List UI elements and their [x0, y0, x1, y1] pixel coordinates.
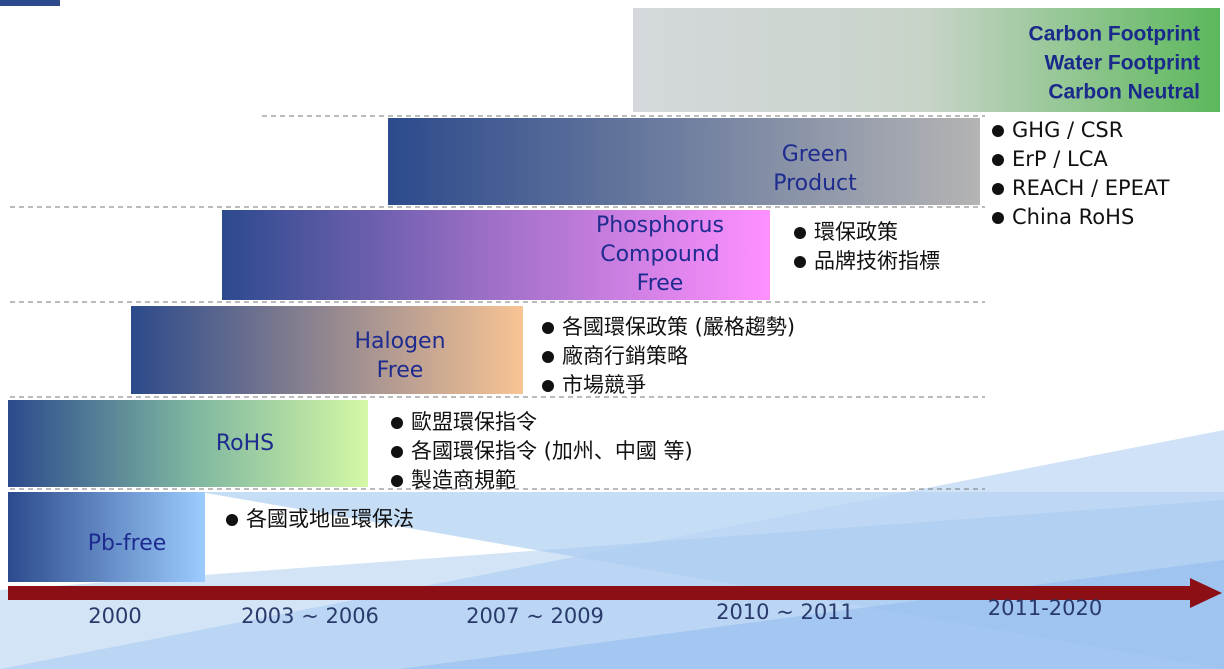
bullet-dot — [391, 417, 403, 429]
bullet-text: 製造商規範 — [411, 468, 516, 492]
bullet-text: 各國環保政策 (嚴格趨勢) — [562, 315, 795, 339]
bullet-text: 廠商行銷策略 — [562, 344, 688, 368]
top-line: Carbon Footprint — [1029, 23, 1200, 46]
stage-box — [8, 492, 205, 582]
bullet-text: 品牌技術指標 — [814, 249, 940, 273]
bullet-dot — [542, 322, 554, 334]
stage-box — [222, 210, 770, 300]
stage-box — [8, 400, 368, 487]
bullet-dot — [391, 475, 403, 487]
bullet-dot — [794, 227, 806, 239]
stage-label: Product — [773, 171, 857, 196]
bullet-dot — [794, 256, 806, 268]
stage-label: Phosphorus — [596, 213, 724, 238]
bullet-dot — [992, 183, 1004, 195]
bullet-text: GHG / CSR — [1012, 118, 1123, 142]
timeline-label: 2010 ~ 2011 — [716, 600, 854, 624]
stage-label: Free — [377, 358, 424, 383]
top-line: Carbon Neutral — [1048, 81, 1200, 104]
bullet-text: 環保政策 — [814, 220, 898, 244]
stage-label: Green — [782, 142, 849, 167]
stage-box — [388, 118, 980, 205]
bullet-dot — [992, 125, 1004, 137]
stage-label: RoHS — [216, 431, 274, 456]
bullet-text: 歐盟環保指令 — [411, 410, 537, 434]
timeline-label: 2000 — [88, 604, 141, 628]
bullet-text: 各國或地區環保法 — [246, 507, 414, 531]
timeline-label: 2003 ~ 2006 — [241, 604, 379, 628]
top-line: Water Footprint — [1044, 52, 1200, 75]
bullet-dot — [391, 446, 403, 458]
stage-label: Halogen — [354, 329, 445, 354]
bullet-text: 市場競爭 — [562, 373, 646, 397]
bullet-dot — [992, 154, 1004, 166]
bullet-dot — [542, 351, 554, 363]
stage-label: Compound — [600, 242, 720, 267]
stages: Carbon Footprint Water Footprint Carbon Ne… — [8, 8, 1220, 582]
stage-label: Free — [637, 271, 684, 296]
stage-label: Pb-free — [88, 531, 167, 556]
bullet-dot — [226, 514, 238, 526]
bullet-dot — [542, 380, 554, 392]
timeline-arrow — [8, 578, 1222, 608]
bullet-text: China RoHS — [1012, 205, 1134, 229]
bullet-text: REACH / EPEAT — [1012, 176, 1170, 200]
bullet-text: ErP / LCA — [1012, 147, 1108, 171]
top-box — [633, 8, 1220, 112]
stage-box — [131, 306, 523, 394]
timeline-label: 2011-2020 — [988, 596, 1102, 620]
bullet-text: 各國環保指令 (加州、中國 等) — [411, 439, 693, 463]
bullet-dot — [992, 212, 1004, 224]
timeline-label: 2007 ~ 2009 — [466, 604, 604, 628]
